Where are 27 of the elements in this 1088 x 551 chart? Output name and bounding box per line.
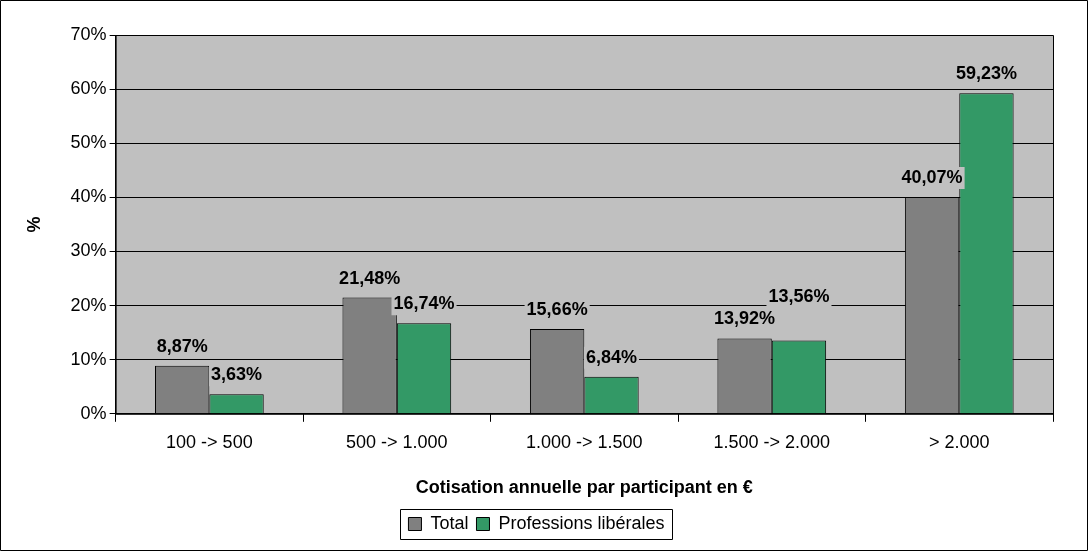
x-axis-title: Cotisation annuelle par participant en € bbox=[415, 477, 753, 498]
y-tick-label: 70% bbox=[70, 23, 107, 44]
data-label: 21,48% bbox=[339, 267, 401, 288]
data-label: 13,56% bbox=[768, 286, 830, 307]
y-tick-label: 50% bbox=[70, 132, 107, 153]
y-tick-label: 40% bbox=[70, 186, 107, 207]
data-label: 8,87% bbox=[156, 335, 208, 356]
y-axis-title: % bbox=[23, 216, 44, 233]
y-tick-label: 10% bbox=[70, 348, 107, 369]
y-tick-label: 20% bbox=[70, 294, 107, 315]
data-label: 59,23% bbox=[955, 63, 1017, 84]
data-label: 16,74% bbox=[393, 293, 455, 314]
x-tick-label: 100 -> 500 bbox=[166, 431, 253, 452]
y-tick-label: 30% bbox=[70, 240, 107, 261]
data-label: 13,92% bbox=[714, 308, 776, 329]
data-label: 6,84% bbox=[585, 346, 638, 367]
legend-label: Professions libérales bbox=[498, 512, 665, 533]
data-label: 40,07% bbox=[901, 166, 963, 187]
data-label: 15,66% bbox=[526, 299, 588, 320]
x-tick-label: 500 -> 1.000 bbox=[346, 431, 448, 452]
data-label: 3,63% bbox=[211, 364, 263, 385]
legend-label: Total bbox=[430, 512, 469, 533]
y-tick-label: 0% bbox=[80, 402, 107, 423]
y-tick-label: 60% bbox=[70, 78, 107, 99]
x-tick-label: > 2.000 bbox=[928, 431, 990, 452]
x-tick-label: 1.000 -> 1.500 bbox=[526, 431, 643, 452]
x-tick-label: 1.500 -> 2.000 bbox=[713, 431, 831, 452]
